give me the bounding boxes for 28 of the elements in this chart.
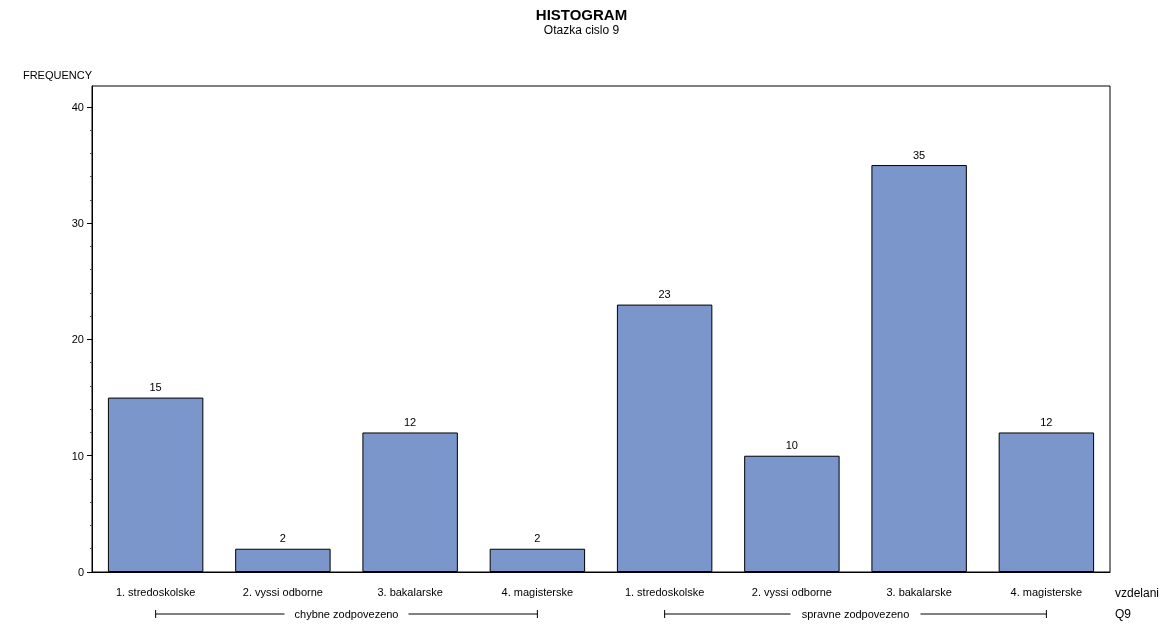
data-label: 23 — [658, 288, 671, 301]
y-tick-label: 20 — [71, 333, 84, 346]
chart-title: HISTOGRAM — [535, 6, 628, 23]
x-tick-label: 4. magisterske — [501, 585, 574, 598]
text: chybne zodpovezeno — [294, 608, 399, 620]
data-label: 2 — [534, 532, 541, 545]
chart-subtitle: Otazka cislo 9 — [543, 23, 620, 37]
x-tick-label: 1. stredoskolske — [624, 585, 705, 598]
y-tick-label: 40 — [71, 100, 84, 113]
text: Q9 — [1115, 607, 1132, 621]
x-axis-title: vzdelani — [1115, 586, 1160, 600]
data-label: 15 — [149, 381, 162, 394]
x-tick-label: 4. magisterske — [1010, 585, 1083, 598]
data-label: 35 — [913, 148, 926, 161]
y-tick-label: 30 — [71, 217, 84, 230]
y-tick-label: 10 — [71, 449, 84, 462]
x-tick-label: 2. vyssi odborne — [242, 585, 323, 598]
x-tick-label: 3. bakalarske — [377, 585, 443, 598]
text: spravne zodpovezeno — [801, 608, 910, 620]
y-tick-label: 0 — [77, 566, 84, 578]
x-tick-label: 2. vyssi odborne — [751, 585, 832, 598]
x-tick-label: 1. stredoskolske — [115, 585, 196, 598]
y-axis-title: FREQUENCY — [22, 68, 93, 81]
data-label: 10 — [785, 439, 798, 452]
data-label: 12 — [1040, 415, 1053, 428]
data-label: 2 — [279, 532, 286, 545]
x-tick-label: 3. bakalarske — [886, 585, 952, 598]
data-label: 12 — [404, 415, 417, 428]
